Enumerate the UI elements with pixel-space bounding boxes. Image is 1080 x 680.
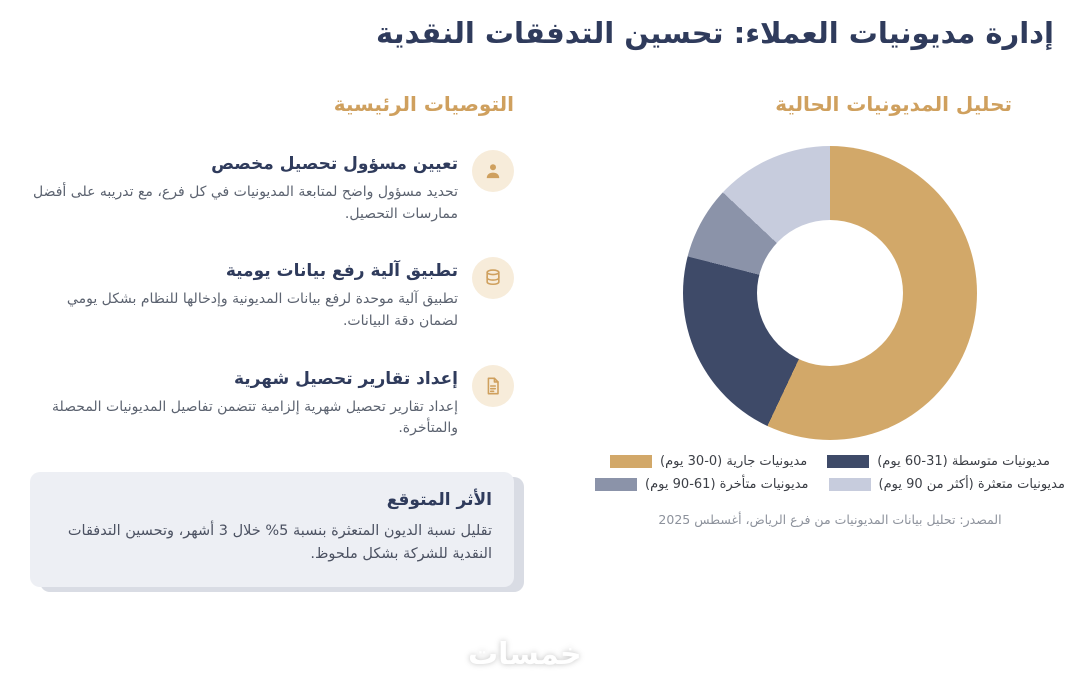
legend-label: مديونيات متأخرة (61-90 يوم) — [645, 477, 809, 492]
recommendation-body: تطبيق آلية موحدة لرفع بيانات المديونية و… — [66, 291, 458, 330]
legend-item: مديونيات متوسطة (31-60 يوم) — [827, 454, 1050, 469]
recommendation-title: تطبيق آلية رفع بيانات يومية — [225, 261, 458, 282]
donut-chart-area — [580, 146, 1080, 440]
impact-body: تقليل نسبة الديون المتعثرة بنسبة 5% خلال… — [67, 523, 492, 563]
recommendation-body: إعداد تقارير تحصيل شهرية إلزامية تتضمن ت… — [52, 398, 458, 437]
recommendations-section: التوصيات الرئيسية تعيين مسؤول تحصيل مخصص… — [0, 50, 580, 587]
recommendation-text: تطبيق آلية رفع بيانات يومية تطبيق آلية م… — [30, 257, 458, 332]
donut-chart — [683, 146, 977, 440]
database-icon — [472, 257, 514, 300]
recommendation-item: تعيين مسؤول تحصيل مخصص تحديد مسؤول واضح … — [30, 150, 514, 225]
recommendation-text: تعيين مسؤول تحصيل مخصص تحديد مسؤول واضح … — [30, 150, 458, 225]
legend-swatch-late — [595, 478, 638, 491]
impact-card: الأثر المتوقع تقليل نسبة الديون المتعثرة… — [30, 472, 514, 587]
recommendations-list: تعيين مسؤول تحصيل مخصص تحديد مسؤول واضح … — [30, 150, 514, 440]
main-columns: تحليل المديونيات الحالية مديونيات جارية … — [0, 50, 1080, 587]
chart-legend: مديونيات جارية (0-30 يوم) مديونيات متوسط… — [595, 454, 1065, 492]
source-note: المصدر: تحليل بيانات المديونيات من فرع ا… — [658, 512, 1002, 527]
legend-label: مديونيات جارية (0-30 يوم) — [660, 454, 808, 469]
legend-item: مديونيات متعثرة (أكثر من 90 يوم) — [828, 477, 1065, 492]
legend-swatch-defaulted — [828, 478, 871, 491]
legend-label: مديونيات متعثرة (أكثر من 90 يوم) — [878, 477, 1065, 492]
legend-item: مديونيات متأخرة (61-90 يوم) — [595, 477, 809, 492]
legend-swatch-current — [610, 455, 653, 468]
report-icon — [472, 364, 514, 407]
recommendation-body: تحديد مسؤول واضح لمتابعة المديونيات في ك… — [33, 184, 458, 222]
recommendations-section-title: التوصيات الرئيسية — [333, 92, 514, 116]
recommendation-title: إعداد تقارير تحصيل شهرية — [233, 368, 458, 389]
legend-label: مديونيات متوسطة (31-60 يوم) — [877, 454, 1050, 469]
legend-item: مديونيات جارية (0-30 يوم) — [610, 454, 807, 469]
impact-title: الأثر المتوقع — [386, 490, 492, 511]
recommendation-item: إعداد تقارير تحصيل شهرية إعداد تقارير تح… — [30, 364, 514, 440]
analysis-section-title: تحليل المديونيات الحالية — [775, 92, 1012, 116]
recommendation-text: إعداد تقارير تحصيل شهرية إعداد تقارير تح… — [30, 365, 458, 440]
page-title: إدارة مديونيات العملاء: تحسين التدفقات ا… — [376, 16, 1054, 50]
recommendation-item: تطبيق آلية رفع بيانات يومية تطبيق آلية م… — [30, 257, 514, 332]
recommendation-title: تعيين مسؤول تحصيل مخصص — [211, 154, 458, 174]
analysis-section: تحليل المديونيات الحالية مديونيات جارية … — [580, 50, 1080, 587]
user-icon — [472, 150, 514, 192]
legend-swatch-medium — [827, 455, 870, 468]
watermark-logo: خمسات — [468, 637, 582, 672]
